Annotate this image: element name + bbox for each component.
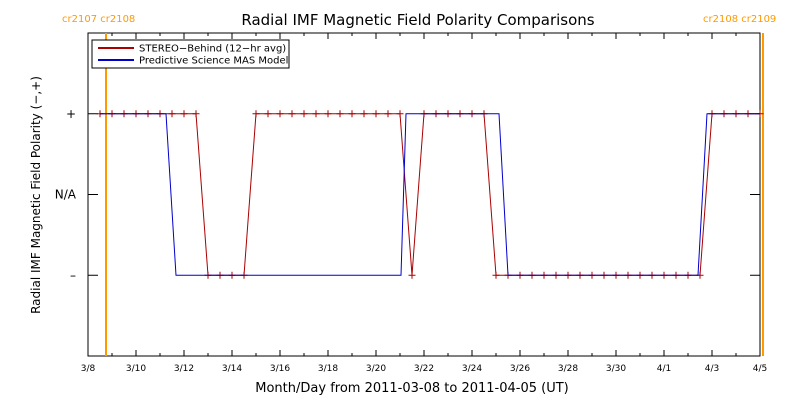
stereo-data-point xyxy=(312,110,320,118)
carrington-marker-label: cr2107 cr2108 xyxy=(62,14,135,25)
chart-title: Radial IMF Magnetic Field Polarity Compa… xyxy=(241,11,594,29)
x-axis-label: Month/Day from 2011-03-08 to 2011-04-05 … xyxy=(255,381,568,396)
x-tick-label: 3/28 xyxy=(558,364,578,374)
stereo-data-point xyxy=(348,110,356,118)
stereo-data-point xyxy=(360,110,368,118)
plot-frame xyxy=(87,32,761,357)
stereo-data-point xyxy=(384,110,392,118)
stereo-data-point xyxy=(492,271,500,279)
stereo-data-point xyxy=(324,110,332,118)
stereo-data-point xyxy=(252,110,260,118)
x-tick-label: 3/10 xyxy=(126,364,146,374)
x-tick-label: 3/12 xyxy=(174,364,194,374)
y-tick-label: N/A xyxy=(55,188,77,202)
stereo-series-line xyxy=(100,113,760,276)
mas-model-series-line xyxy=(100,113,760,276)
x-tick-label: 3/14 xyxy=(222,364,242,374)
y-tick-label: + xyxy=(66,107,76,121)
stereo-data-point xyxy=(180,110,188,118)
stereo-data-point xyxy=(288,110,296,118)
carrington-marker-label: cr2108 cr2109 xyxy=(703,14,776,25)
x-tick-label: 4/1 xyxy=(657,364,671,374)
legend-entry: Predictive Science MAS Model xyxy=(139,56,288,67)
x-tick-label: 3/18 xyxy=(318,364,338,374)
x-tick-label: 4/3 xyxy=(705,364,719,374)
stereo-data-point xyxy=(408,271,416,279)
x-tick-label: 3/8 xyxy=(81,364,96,374)
x-tick-label: 3/30 xyxy=(606,364,626,374)
plot-area: 3/8 3/10 3/12 3/14 3/16 3/18 3/20 3/22 3/24 3/26 3… xyxy=(55,14,777,374)
stereo-data-point xyxy=(276,110,284,118)
stereo-data-point xyxy=(300,110,308,118)
y-axis-label: Radial IMF Magnetic Field Polarity (−,+) xyxy=(29,76,43,314)
legend-box xyxy=(91,39,290,69)
x-tick-label: 3/24 xyxy=(462,364,482,374)
x-tick-label: 3/20 xyxy=(366,364,386,374)
legend-entry: STEREO−Behind (12−hr avg) xyxy=(139,44,286,55)
x-tick-label: 4/5 xyxy=(753,364,767,374)
x-tick-label: 3/22 xyxy=(414,364,434,374)
stereo-data-point xyxy=(336,110,344,118)
stereo-data-point xyxy=(264,110,272,118)
y-tick-label: – xyxy=(70,268,76,282)
x-tick-label: 3/16 xyxy=(270,364,290,374)
stereo-data-point xyxy=(396,110,404,118)
stereo-data-point xyxy=(372,110,380,118)
x-tick-label: 3/26 xyxy=(510,364,530,374)
legend: STEREO−Behind (12−hr avg)Predictive Scie… xyxy=(91,39,290,69)
stereo-data-point xyxy=(168,110,176,118)
stereo-data-point xyxy=(192,110,200,118)
